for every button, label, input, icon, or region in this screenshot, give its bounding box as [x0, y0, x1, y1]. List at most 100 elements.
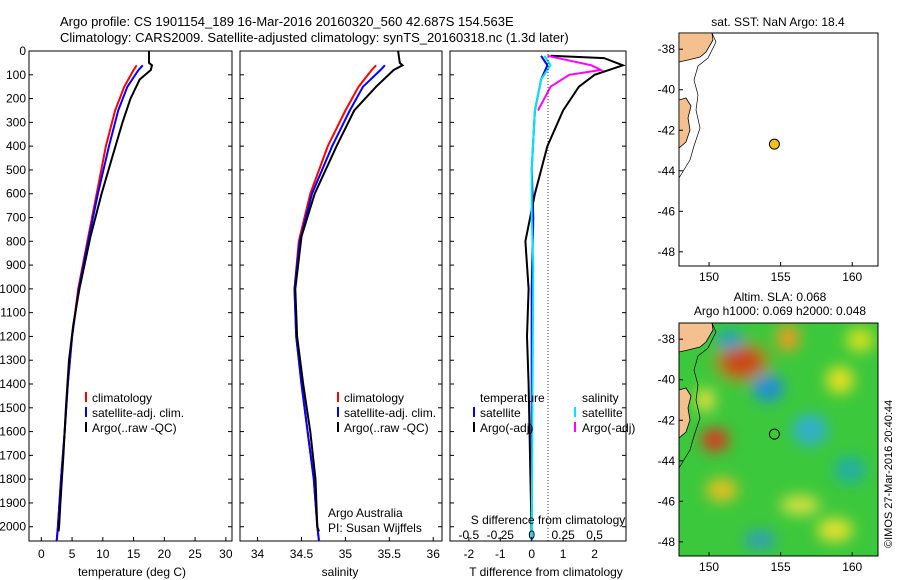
y-tick-label: 1000 — [0, 282, 26, 296]
salinity-x-axis: 34 34.5 35 35.5 36 — [251, 537, 440, 561]
salinity-panel — [239, 50, 443, 542]
map-y-axis: -38 -40 -42 -44 -46 -48 — [658, 42, 683, 259]
y-tick-label: 1900 — [0, 496, 26, 510]
legend-label-climatology: climatology — [92, 391, 152, 405]
y-tick-label: 1600 — [0, 425, 26, 439]
sla-map-panel — [678, 322, 879, 557]
y-tick-label: 400 — [6, 139, 26, 153]
x-tick-label: 35.5 — [378, 547, 402, 561]
y-tick-label: 200 — [6, 92, 26, 106]
map-title: sat. SST: NaN Argo: 18.4 — [711, 15, 845, 29]
temperature-x-axis: 0 5 10 15 20 25 30 — [38, 537, 233, 561]
sla-blob — [776, 324, 800, 352]
difference-x-axis: -2 -1 0 1 2 — [464, 537, 598, 561]
argo-marker — [768, 428, 780, 440]
x-tick-label: 25 — [188, 547, 202, 561]
x-tick-label: 5 — [69, 547, 76, 561]
y-tick-label: 700 — [6, 211, 26, 225]
legend-label-satellite: satellite-adj. clim. — [92, 406, 184, 420]
sla-shelf-contour — [679, 323, 717, 469]
legend-title-salinity: salinity — [582, 391, 619, 405]
salinity-x-label: salinity — [322, 565, 359, 579]
top-tick-label: -0.5 — [459, 528, 480, 542]
salinity-annotation-2: PI: Susan Wijffels — [328, 521, 422, 535]
map-y-tick-label: -40 — [658, 373, 676, 387]
map-y-tick-label: -38 — [658, 42, 676, 56]
map-y-tick-label: -42 — [658, 413, 676, 427]
temperature-series — [55, 51, 154, 542]
timestamp: ©IMOS 27-Mar-2016 20:40:44 — [883, 400, 895, 548]
sla-blob — [706, 478, 738, 502]
sla-blob — [716, 330, 744, 350]
header-line-1: Argo profile: CS 1901154_189 16-Mar-2016… — [60, 14, 514, 29]
map-x-tick-label: 160 — [842, 270, 862, 284]
temperature-panel — [28, 50, 233, 542]
argo-location — [768, 138, 780, 150]
top-tick-label: 0.25 — [551, 528, 575, 542]
legend-label-s-satellite: satellite — [582, 406, 623, 420]
difference-top-axis: -0.5 -0.25 0 0.25 0.5 — [459, 528, 604, 542]
x-tick-label: -1 — [495, 547, 506, 561]
legend-label-t-satellite: satellite — [480, 406, 521, 420]
y-tick-label: 1700 — [0, 448, 26, 462]
difference-panel — [449, 50, 627, 542]
top-tick-label: -0.25 — [487, 528, 515, 542]
legend-label-argo: Argo(..raw -QC) — [92, 421, 177, 435]
sla-blob — [744, 530, 776, 550]
legend-label-t-argo: Argo(-adj) — [480, 421, 533, 435]
series-line — [294, 50, 405, 532]
sla-title-2: Argo h1000: 0.069 h2000: 0.048 — [694, 304, 866, 318]
map-y-tick-label: -38 — [658, 332, 676, 346]
salinity-annotation-1: Argo Australia — [328, 506, 403, 520]
sla-title-1: Altim. SLA: 0.068 — [734, 290, 827, 304]
series-line — [524, 54, 626, 542]
top-tick-label: 0.5 — [586, 528, 603, 542]
sla-blob — [780, 495, 820, 515]
x-tick-label: 35 — [339, 547, 353, 561]
map-y-tick-label: -48 — [658, 245, 676, 259]
y-tick-label: 2000 — [0, 520, 26, 534]
map-x-tick-label: 155 — [771, 560, 791, 574]
legend-label-s-argo: Argo(-adj) — [582, 421, 635, 435]
sla-blob — [695, 388, 715, 412]
sla-argo-location — [768, 428, 780, 440]
y-tick-label: 500 — [6, 163, 26, 177]
sla-tasmania-land — [679, 387, 692, 439]
y-tick-label: 1100 — [0, 306, 26, 320]
y-tick-label: 1300 — [0, 353, 26, 367]
temperature-x-label: temperature (deg C) — [78, 565, 186, 579]
difference-legend-salinity: salinity satellite Argo(-adj) — [574, 391, 635, 435]
sla-blob — [712, 340, 772, 384]
salinity-legend: climatology satellite-adj. clim. Argo(..… — [337, 391, 436, 435]
y-tick-label: 1400 — [0, 377, 26, 391]
x-tick-label: 10 — [96, 547, 110, 561]
series-line — [57, 51, 154, 532]
map-y-tick-label: -46 — [658, 204, 676, 218]
map-y-tick-label: -44 — [658, 454, 676, 468]
legend-label-satellite: satellite-adj. clim. — [344, 406, 436, 420]
difference-x-label: T difference from climatology — [469, 565, 623, 579]
y-tick-label: 800 — [6, 234, 26, 248]
map-x-tick-label: 155 — [771, 270, 791, 284]
sla-blob — [701, 428, 729, 452]
map-x-tick-label: 150 — [699, 270, 719, 284]
top-tick-label: 0 — [528, 528, 535, 542]
x-tick-label: -2 — [464, 547, 475, 561]
map-x-tick-label: 160 — [842, 560, 862, 574]
y-tick-label: 0 — [19, 44, 26, 58]
legend-label-climatology: climatology — [344, 391, 404, 405]
x-tick-label: 30 — [219, 547, 233, 561]
series-line — [530, 55, 552, 542]
series-line — [537, 54, 605, 111]
difference-series — [524, 54, 626, 542]
legend-label-argo: Argo(..raw -QC) — [344, 421, 429, 435]
sla-heatmap — [679, 323, 878, 556]
salinity-series — [293, 50, 405, 542]
map-x-axis: 150 155 160 — [699, 262, 863, 284]
x-tick-label: 1 — [560, 547, 567, 561]
sla-blob — [817, 518, 853, 542]
map-y-tick-label: -48 — [658, 535, 676, 549]
x-tick-label: 0 — [38, 547, 45, 561]
y-tick-label: 1200 — [0, 329, 26, 343]
y-tick-label: 300 — [6, 115, 26, 129]
